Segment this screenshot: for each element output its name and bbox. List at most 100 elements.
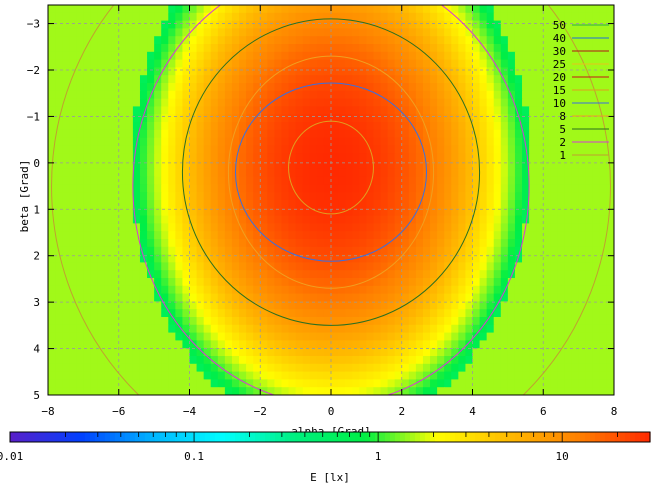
heatmap-cell <box>514 207 523 217</box>
heatmap-cell <box>479 379 488 388</box>
heatmap-cell <box>175 36 184 45</box>
heatmap-cell <box>422 340 431 349</box>
heatmap-cell <box>472 114 481 123</box>
heatmap-cell <box>175 387 184 395</box>
heatmap-cell <box>182 5 191 14</box>
heatmap-cell <box>514 83 523 92</box>
heatmap-cell <box>274 161 283 170</box>
heatmap-cell <box>62 75 70 84</box>
heatmap-cell <box>380 324 389 334</box>
heatmap-cell <box>90 317 99 326</box>
heatmap-cell <box>437 145 445 154</box>
heatmap-cell <box>599 317 608 326</box>
heatmap-cell <box>239 200 247 209</box>
heatmap-cell <box>90 90 99 100</box>
heatmap-cell <box>76 301 84 310</box>
heatmap-cell <box>224 145 233 154</box>
heatmap-cell <box>592 371 601 380</box>
heatmap-cell <box>210 285 219 295</box>
heatmap-cell <box>274 106 283 115</box>
heatmap-cell <box>486 145 495 154</box>
heatmap-cell <box>444 239 452 248</box>
heatmap-cell <box>401 192 410 201</box>
heatmap-cell <box>260 67 268 76</box>
heatmap-cell <box>295 98 304 107</box>
heatmap-cell <box>217 231 226 240</box>
heatmap-cell <box>295 223 304 232</box>
heatmap-cell <box>571 176 580 185</box>
heatmap-cell <box>111 90 120 100</box>
heatmap-cell <box>345 168 353 178</box>
heatmap-cell <box>408 36 417 45</box>
heatmap-cell <box>394 161 403 170</box>
heatmap-cell <box>366 161 375 170</box>
heatmap-cell <box>451 90 459 100</box>
heatmap-cell <box>69 145 77 154</box>
heatmap-cell <box>125 301 134 310</box>
heatmap-cell <box>415 122 424 131</box>
heatmap-cell <box>465 75 474 84</box>
heatmap-cell <box>118 207 127 217</box>
heatmap-cell <box>331 239 339 248</box>
heatmap-cell <box>231 67 240 76</box>
heatmap-cell <box>118 83 127 92</box>
heatmap-cell <box>451 20 459 29</box>
heatmap-cell <box>599 215 608 224</box>
heatmap-cell <box>97 278 106 287</box>
heatmap-cell <box>161 75 169 84</box>
heatmap-cell <box>401 254 410 263</box>
heatmap-cell <box>288 309 297 318</box>
heatmap-cell <box>274 44 283 53</box>
heatmap-cell <box>323 371 332 380</box>
heatmap-cell <box>132 254 141 263</box>
heatmap-cell <box>380 332 389 341</box>
heatmap-cell <box>69 67 77 76</box>
heatmap-cell <box>175 98 184 107</box>
heatmap-cell <box>111 379 120 388</box>
heatmap-cell <box>444 98 452 107</box>
heatmap-cell <box>295 168 304 178</box>
heatmap-cell <box>331 317 339 326</box>
heatmap-cell <box>224 223 233 232</box>
heatmap-cell <box>309 379 318 388</box>
heatmap-cell <box>111 340 120 349</box>
heatmap-cell <box>210 67 219 76</box>
heatmap-cell <box>62 270 70 279</box>
heatmap-cell <box>444 317 452 326</box>
heatmap-cell <box>599 207 608 217</box>
heatmap-cell <box>189 36 198 45</box>
heatmap-cell <box>309 5 318 14</box>
heatmap-cell <box>90 145 99 154</box>
heatmap-cell <box>578 36 587 45</box>
heatmap-cell <box>430 90 438 100</box>
heatmap-cell <box>592 184 601 193</box>
heatmap-cell <box>394 145 403 154</box>
heatmap-cell <box>408 254 417 263</box>
heatmap-cell <box>323 137 332 146</box>
heatmap-cell <box>401 36 410 45</box>
heatmap-cell <box>387 379 396 388</box>
heatmap-cell <box>118 278 127 287</box>
heatmap-cell <box>486 168 495 178</box>
heatmap-cell <box>62 200 70 209</box>
heatmap-cell <box>507 215 516 224</box>
heatmap-cell <box>302 75 311 84</box>
heatmap-cell <box>373 59 382 68</box>
heatmap-cell <box>373 301 382 310</box>
heatmap-cell <box>111 348 120 357</box>
heatmap-cell <box>529 262 537 271</box>
heatmap-cell <box>132 270 141 279</box>
heatmap-cell <box>203 348 212 357</box>
heatmap-cell <box>224 239 233 248</box>
heatmap-cell <box>203 285 212 295</box>
heatmap-cell <box>104 363 113 373</box>
heatmap-cell <box>331 207 339 217</box>
heatmap-cell <box>189 215 198 224</box>
colorbar <box>9 431 651 443</box>
heatmap-cell <box>323 36 332 45</box>
heatmap-cell <box>373 75 382 84</box>
heatmap-cell <box>217 90 226 100</box>
heatmap-cell <box>592 262 601 271</box>
heatmap-cell <box>472 90 481 100</box>
